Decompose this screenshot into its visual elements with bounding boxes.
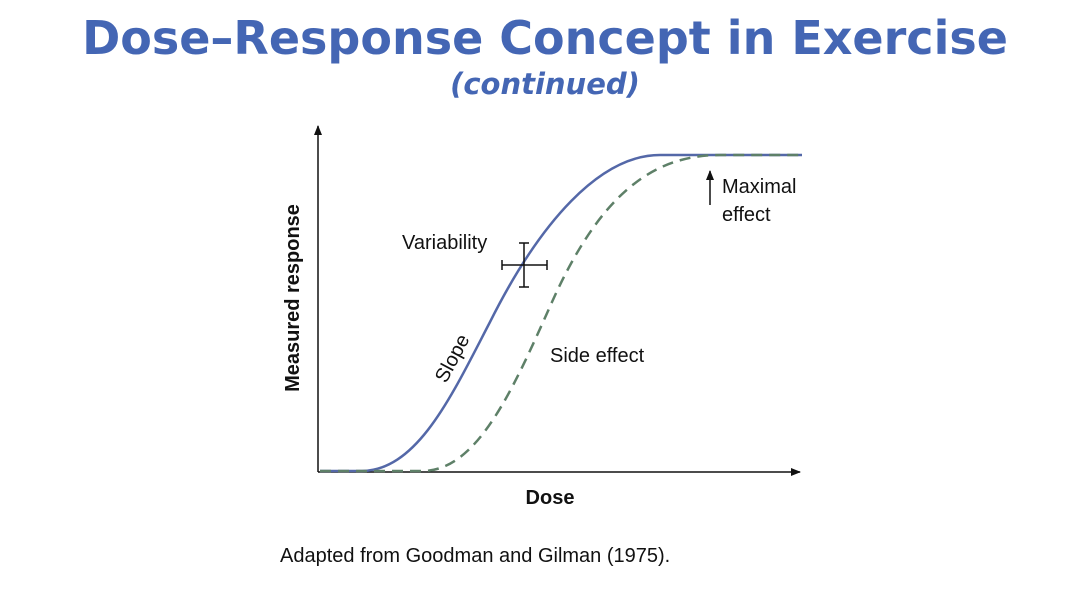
dose-response-diagram: Variability Slope Side effect Maximal ef… [282, 125, 802, 509]
side-effect-curve [320, 153, 802, 473]
slope-label: Slope [431, 331, 474, 386]
x-axis-label: Dose [526, 487, 575, 509]
y-axis-label: Measured response [282, 204, 304, 392]
maximal-effect-label: effect [722, 204, 771, 226]
side-effect-label: Side effect [550, 345, 645, 367]
slide-title: Dose–Response Concept in Exercise [82, 11, 1008, 65]
variability-cross [501, 242, 548, 288]
response-curve [320, 153, 802, 473]
caption: Adapted from Goodman and Gilman (1975). [280, 545, 670, 567]
maximal-effect-label: Maximal [722, 176, 796, 198]
variability-label: Variability [402, 232, 487, 254]
slide-subtitle: (continued) [450, 67, 640, 101]
